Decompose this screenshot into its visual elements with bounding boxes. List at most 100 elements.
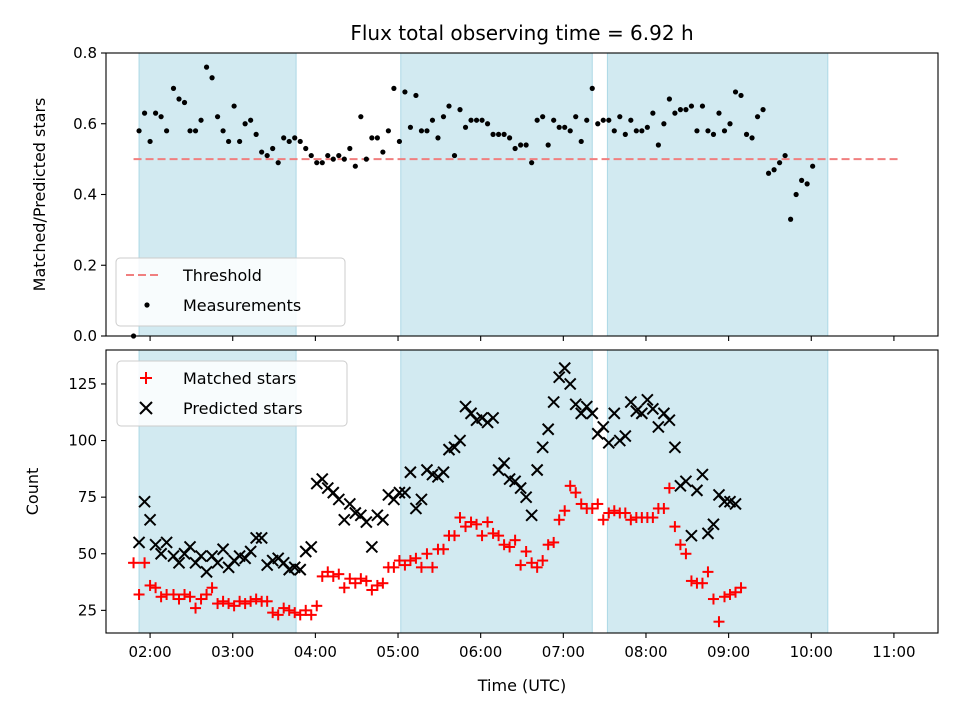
matched-star-point [696, 577, 708, 589]
ratio-y-tick-label: 0.0 [73, 327, 97, 345]
matched-star-point [597, 514, 609, 526]
ratio-panel: 0.00.20.40.60.8 Matched/Predicted stars … [30, 44, 939, 345]
measurement-point [540, 114, 546, 120]
measurement-point [573, 114, 579, 120]
measurement-point [231, 103, 237, 109]
matched-star-point [498, 539, 510, 551]
count-panel: 25 50 75 100 125 02:00 03:00 04:00 05:00 06:00 07… [23, 349, 939, 695]
measurement-point [181, 99, 188, 106]
predicted-star-point [514, 481, 527, 495]
predicted-star-point [707, 518, 720, 531]
count-x-tick-label: 11:00 [872, 643, 915, 661]
measurement-point [286, 138, 292, 145]
measurement-point [141, 110, 148, 116]
matched-star-point [520, 545, 532, 557]
measurement-point [484, 121, 491, 127]
measurement-point [710, 131, 717, 137]
measurement-point [374, 135, 380, 141]
matched-star-point [201, 589, 213, 601]
measurement-point [479, 117, 485, 123]
count-axes-frame [105, 349, 939, 634]
measurement-point [567, 128, 573, 134]
measurement-point [308, 152, 314, 159]
measurement-point [457, 107, 463, 113]
measurement-point [578, 138, 584, 145]
legend-matched-label: Matched stars [183, 369, 296, 388]
matched-star-point [195, 593, 207, 605]
measurement-point [248, 117, 254, 123]
measurement-point [672, 110, 678, 116]
measurement-point [242, 121, 248, 127]
matched-star-point [515, 559, 527, 571]
measurement-point [402, 89, 408, 95]
ratio-axes-frame [105, 52, 939, 337]
measurement-point [203, 64, 210, 70]
matched-star-point [305, 609, 317, 621]
count-y-tick-label: 50 [78, 545, 97, 563]
ratio-y-axis-label: Matched/Predicted stars [30, 98, 49, 292]
measurement-point [170, 85, 177, 91]
measurement-point [220, 128, 226, 134]
matched-star-point [377, 577, 389, 589]
ratio-y-tick-label: 0.6 [73, 115, 97, 133]
matched-star-point [592, 498, 604, 510]
matched-star-point [460, 521, 472, 533]
measurement-point [297, 138, 303, 145]
predicted-star-point [138, 495, 151, 508]
measurement-point [303, 145, 309, 152]
ratio-y-tick-label: 0.8 [73, 44, 97, 62]
predicted-star-point [244, 545, 257, 558]
measurement-point [292, 135, 298, 141]
matched-star-point [537, 555, 549, 567]
measurement-point [380, 149, 386, 155]
measurement-point [732, 89, 739, 95]
measurement-point [176, 96, 182, 102]
matched-star-point [250, 593, 262, 605]
measurement-point [716, 110, 722, 116]
matched-star-point [669, 521, 681, 533]
measurement-point [158, 114, 164, 120]
predicted-star-point [294, 563, 307, 576]
matched-star-point [482, 516, 494, 528]
predicted-star-point [393, 486, 406, 499]
predicted-star-point [635, 407, 649, 420]
measurement-point [147, 138, 153, 145]
measurement-point [721, 128, 728, 134]
measurement-point [622, 131, 628, 137]
matched-star-point [261, 595, 273, 607]
legend-matched-swatch [140, 372, 152, 384]
measurement-point [198, 117, 204, 123]
predicted-star-point [685, 529, 698, 542]
predicted-star-point [338, 513, 351, 527]
matched-star-point [184, 591, 196, 603]
predicted-star-point [365, 540, 379, 554]
measurement-point [451, 152, 458, 159]
measurement-point [765, 170, 772, 176]
measurement-point [595, 121, 601, 127]
predicted-star-point [668, 441, 682, 454]
count-y-tick-label: 100 [68, 432, 97, 450]
ratio-shaded-intervals [138, 52, 829, 337]
measurement-point [490, 131, 496, 137]
matched-star-point [294, 609, 306, 621]
measurement-point [551, 117, 557, 123]
matched-star-point [139, 557, 151, 569]
matched-star-point [360, 575, 372, 587]
measurement-point [319, 160, 325, 166]
predicted-star-point [172, 556, 186, 570]
measurement-point [264, 152, 270, 159]
matched-star-point [570, 487, 582, 499]
measurement-point [164, 128, 170, 134]
matched-star-point [150, 582, 162, 594]
matched-star-point [426, 561, 438, 573]
measurement-point [270, 145, 276, 152]
predicted-star-point [249, 531, 263, 545]
ratio-shaded-interval [400, 52, 593, 337]
measurement-point [501, 131, 507, 137]
matched-star-point [713, 616, 725, 628]
predicted-star-point [360, 515, 373, 529]
measurement-point [639, 128, 645, 134]
measurement-point [644, 124, 650, 130]
count-x-tick-label: 05:00 [376, 643, 419, 661]
count-x-tick-label: 02:00 [128, 643, 171, 661]
